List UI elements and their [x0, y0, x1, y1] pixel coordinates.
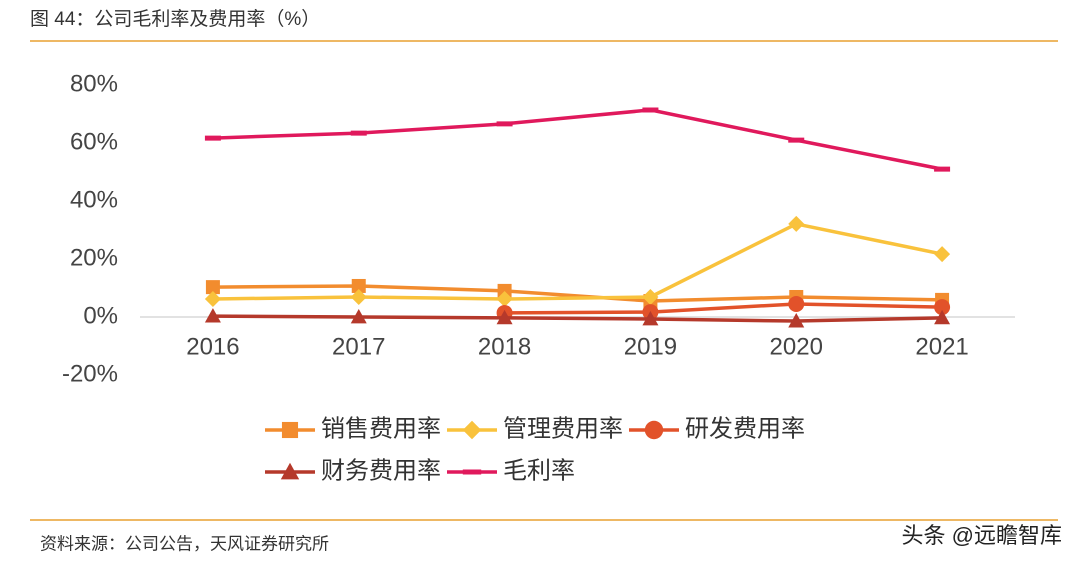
legend-label: 毛利率: [503, 457, 575, 484]
legend-label: 销售费用率: [321, 415, 441, 442]
marker-diamond: [788, 215, 805, 232]
marker-diamond: [642, 288, 659, 305]
y-tick-label: 80%: [70, 70, 118, 97]
source: 资料来源：公司公告，天风证券研究所: [40, 534, 329, 553]
legend-label: 研发费用率: [685, 415, 805, 442]
x-tick-label: 2016: [186, 333, 239, 360]
series-line: [212, 108, 943, 171]
series-line: [212, 222, 943, 301]
x-tick-label: 2017: [332, 333, 385, 360]
marker-triangle: [204, 308, 221, 323]
series-line: [504, 302, 943, 315]
x-tick-label: 2019: [624, 333, 677, 360]
marker-diamond: [496, 291, 513, 308]
y-tick-label: 20%: [70, 244, 118, 271]
series-line: [212, 284, 943, 303]
marker-circle: [644, 420, 664, 440]
series-line: [212, 314, 943, 323]
marker-diamond: [204, 291, 221, 308]
y-tick-label: 0%: [83, 302, 118, 329]
y-tick-label: 40%: [70, 186, 118, 213]
marker-square: [281, 421, 299, 439]
x-tick-label: 2020: [770, 333, 823, 360]
x-tick-label: 2021: [915, 333, 968, 360]
watermark: 头条 @远瞻智库: [902, 523, 1062, 548]
marker-diamond: [462, 420, 482, 440]
marker-triangle: [350, 309, 367, 324]
marker-diamond: [934, 246, 951, 263]
marker-triangle: [496, 309, 513, 325]
marker-triangle: [934, 309, 951, 325]
marker-square: [351, 278, 366, 293]
legend-label: 管理费用率: [503, 415, 623, 442]
marker-triangle: [788, 313, 805, 328]
marker-square: [497, 283, 512, 298]
marker-circle: [934, 299, 951, 316]
marker-circle: [788, 295, 805, 312]
marker-diamond: [350, 288, 367, 305]
marker-square: [205, 280, 220, 295]
y-tick-label: -20%: [62, 360, 118, 387]
y-tick-label: 60%: [70, 128, 118, 155]
marker-triangle: [280, 462, 300, 480]
page-title: 图 44：公司毛利率及费用率（%）: [30, 8, 320, 30]
marker-triangle: [642, 311, 659, 326]
legend-label: 财务费用率: [321, 457, 441, 484]
x-tick-label: 2018: [478, 333, 531, 360]
